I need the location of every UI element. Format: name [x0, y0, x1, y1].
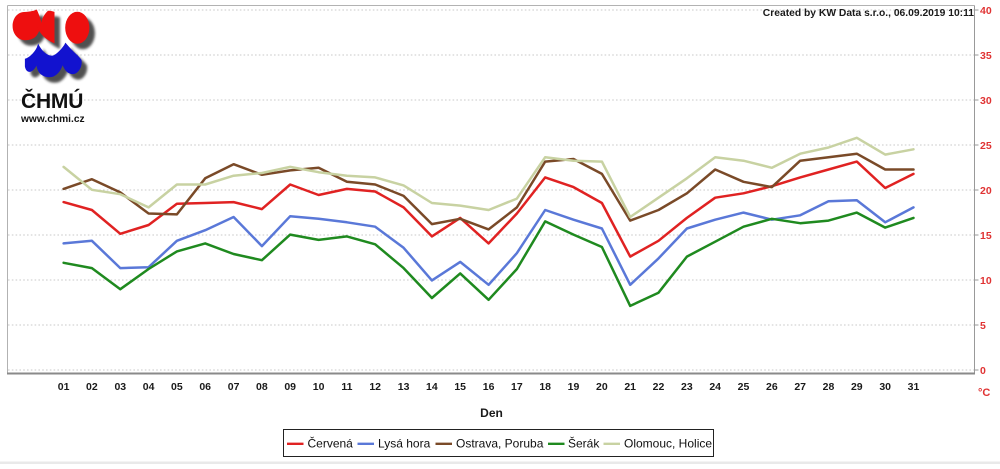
svg-text:19: 19: [568, 381, 580, 393]
svg-text:20: 20: [596, 381, 608, 393]
svg-text:Olomouc, Holice: Olomouc, Holice: [624, 437, 712, 451]
svg-text:10: 10: [313, 381, 325, 393]
svg-text:Den: Den: [480, 406, 503, 420]
svg-text:08: 08: [256, 381, 268, 393]
svg-text:Červená: Červená: [308, 436, 354, 451]
svg-text:10: 10: [980, 275, 992, 287]
svg-text:0: 0: [980, 365, 986, 377]
svg-text:17: 17: [511, 381, 523, 393]
svg-text:15: 15: [454, 381, 466, 393]
svg-text:29: 29: [851, 381, 863, 393]
svg-text:18: 18: [539, 381, 551, 393]
svg-text:Ostrava, Poruba: Ostrava, Poruba: [456, 437, 544, 451]
svg-text:06: 06: [199, 381, 211, 393]
svg-text:11: 11: [341, 381, 352, 393]
svg-text:30: 30: [980, 95, 992, 107]
svg-text:°C: °C: [978, 387, 990, 399]
svg-text:21: 21: [624, 381, 636, 393]
svg-text:23: 23: [681, 381, 693, 393]
svg-text:ČHMÚ: ČHMÚ: [21, 89, 83, 113]
svg-text:28: 28: [823, 381, 835, 393]
svg-text:15: 15: [980, 230, 992, 242]
svg-text:31: 31: [908, 381, 920, 393]
svg-text:27: 27: [794, 381, 806, 393]
svg-text:25: 25: [738, 381, 750, 393]
svg-text:35: 35: [980, 50, 992, 62]
svg-text:09: 09: [284, 381, 296, 393]
svg-text:07: 07: [228, 381, 240, 393]
svg-text:22: 22: [653, 381, 665, 393]
svg-text:Created by KW Data s.r.o., 06.: Created by KW Data s.r.o., 06.09.2019 10…: [763, 8, 974, 19]
svg-text:20: 20: [980, 185, 992, 197]
svg-text:05: 05: [171, 381, 183, 393]
svg-text:www.chmi.cz: www.chmi.cz: [20, 114, 85, 125]
svg-text:40: 40: [980, 5, 992, 17]
svg-text:03: 03: [114, 381, 126, 393]
svg-text:14: 14: [426, 381, 438, 393]
svg-text:26: 26: [766, 381, 778, 393]
svg-text:Lysá hora: Lysá hora: [378, 437, 431, 451]
svg-text:02: 02: [86, 381, 98, 393]
svg-text:12: 12: [369, 381, 381, 393]
svg-text:Šerák: Šerák: [568, 436, 600, 451]
svg-text:30: 30: [879, 381, 891, 393]
svg-text:13: 13: [398, 381, 410, 393]
svg-text:16: 16: [483, 381, 495, 393]
svg-text:01: 01: [58, 381, 70, 393]
svg-text:25: 25: [980, 140, 992, 152]
svg-text:5: 5: [980, 320, 986, 332]
svg-text:24: 24: [709, 381, 721, 393]
svg-text:04: 04: [143, 381, 155, 393]
